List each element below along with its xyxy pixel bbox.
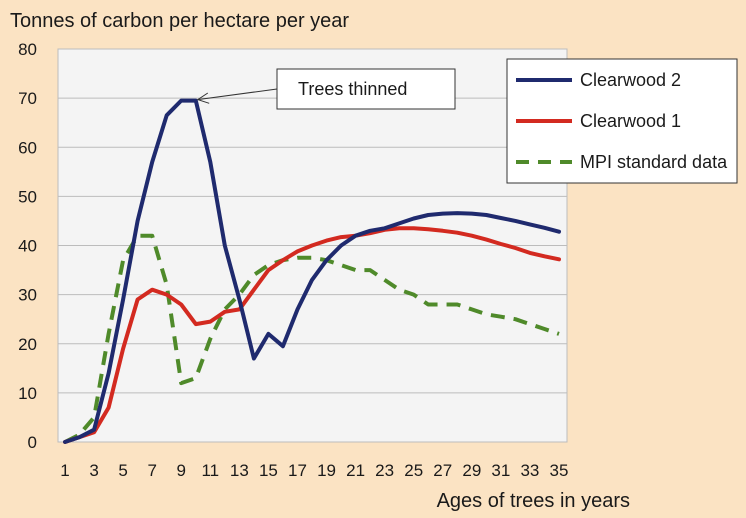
series-line-clearwood-2	[63, 98, 561, 444]
x-tick-label: 29	[462, 461, 481, 480]
annotation-trees-thinned: Trees thinned	[196, 68, 456, 110]
x-tick-label: 5	[118, 461, 127, 480]
x-tick-label: 1	[60, 461, 69, 480]
series-line-mpi-standard-data	[64, 233, 560, 444]
x-tick-label: 31	[491, 461, 510, 480]
x-axis-ticks: 1 3 5 7 9 11 13 15 17 19 21 23 25 27 29 31 33 35	[60, 461, 568, 480]
x-tick-label: 27	[433, 461, 452, 480]
y-tick-label: 50	[18, 187, 37, 206]
x-tick-label: 17	[288, 461, 307, 480]
x-tick-label: 21	[346, 461, 365, 480]
y-tick-label: 30	[18, 286, 37, 305]
x-tick-label: 3	[89, 461, 98, 480]
annotation-label: Trees thinned	[298, 79, 407, 99]
x-axis-title: Ages of trees in years	[437, 490, 630, 512]
x-tick-label: 25	[404, 461, 423, 480]
y-tick-label: 40	[18, 237, 37, 256]
y-axis-title: Tonnes of carbon per hectare per year	[10, 10, 349, 32]
y-tick-label: 70	[18, 89, 37, 108]
y-tick-label: 80	[18, 40, 37, 59]
legend: Clearwood 2 Clearwood 1 MPI standard data	[506, 58, 738, 184]
legend-label: Clearwood 2	[580, 70, 681, 90]
legend-label: Clearwood 1	[580, 111, 681, 131]
legend-items: Clearwood 2 Clearwood 1 MPI standard data	[516, 70, 728, 172]
legend-label: MPI standard data	[580, 152, 728, 172]
y-tick-label: 0	[28, 433, 37, 452]
y-tick-label: 60	[18, 138, 37, 157]
series-lines	[63, 98, 561, 444]
x-tick-label: 11	[201, 461, 219, 480]
x-tick-label: 7	[147, 461, 156, 480]
y-tick-label: 10	[18, 384, 37, 403]
x-tick-label: 15	[259, 461, 278, 480]
x-tick-label: 9	[177, 461, 186, 480]
annotation-arrow	[197, 88, 278, 101]
x-tick-label: 13	[230, 461, 249, 480]
x-tick-label: 35	[550, 461, 569, 480]
annotation-arrowhead	[196, 92, 210, 104]
y-tick-label: 20	[18, 335, 37, 354]
series-line-clearwood-1	[63, 226, 561, 444]
x-tick-label: 19	[317, 461, 336, 480]
x-tick-label: 23	[375, 461, 394, 480]
x-tick-label: 33	[520, 461, 539, 480]
y-axis-ticks: 0 10 20 30 40 50 60 70 80	[18, 40, 37, 452]
